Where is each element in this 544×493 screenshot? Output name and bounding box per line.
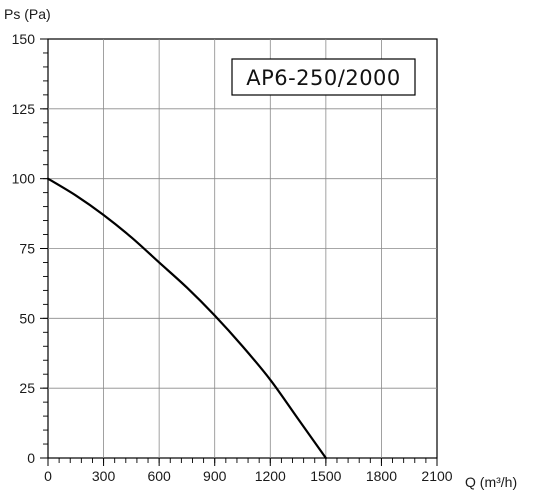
y-tick-labels: 0 25 50 75 100 125 150 xyxy=(12,31,36,466)
x-tick-labels: 0 300 600 900 1200 1500 1800 2100 xyxy=(44,468,453,484)
y-tick-label: 0 xyxy=(27,450,35,466)
y-axis-label: Ps (Pa) xyxy=(4,6,51,22)
x-tick-label: 2100 xyxy=(421,468,452,484)
x-tick-label: 1200 xyxy=(255,468,286,484)
x-tick-label: 900 xyxy=(203,468,227,484)
x-tick-label: 600 xyxy=(147,468,171,484)
y-tick-label: 150 xyxy=(12,31,36,47)
x-tick-label: 300 xyxy=(92,468,116,484)
x-tick-label: 0 xyxy=(44,468,52,484)
chart-title-box: AP6-250/2000 xyxy=(231,58,416,96)
x-tick-label: 1800 xyxy=(366,468,397,484)
y-tick-label: 50 xyxy=(19,310,35,326)
series-group xyxy=(46,177,327,460)
y-tick-label: 125 xyxy=(12,101,36,117)
y-tick-label: 75 xyxy=(19,241,35,257)
x-axis-label: Q (m³/h) xyxy=(465,474,517,490)
chart-title: AP6-250/2000 xyxy=(246,66,401,90)
x-tick-label: 1500 xyxy=(310,468,341,484)
minor-ticks xyxy=(40,38,438,466)
y-tick-label: 100 xyxy=(12,171,36,187)
y-tick-label: 25 xyxy=(19,380,35,396)
series-line xyxy=(46,177,327,460)
title-frame xyxy=(231,58,416,96)
grid xyxy=(48,39,437,458)
